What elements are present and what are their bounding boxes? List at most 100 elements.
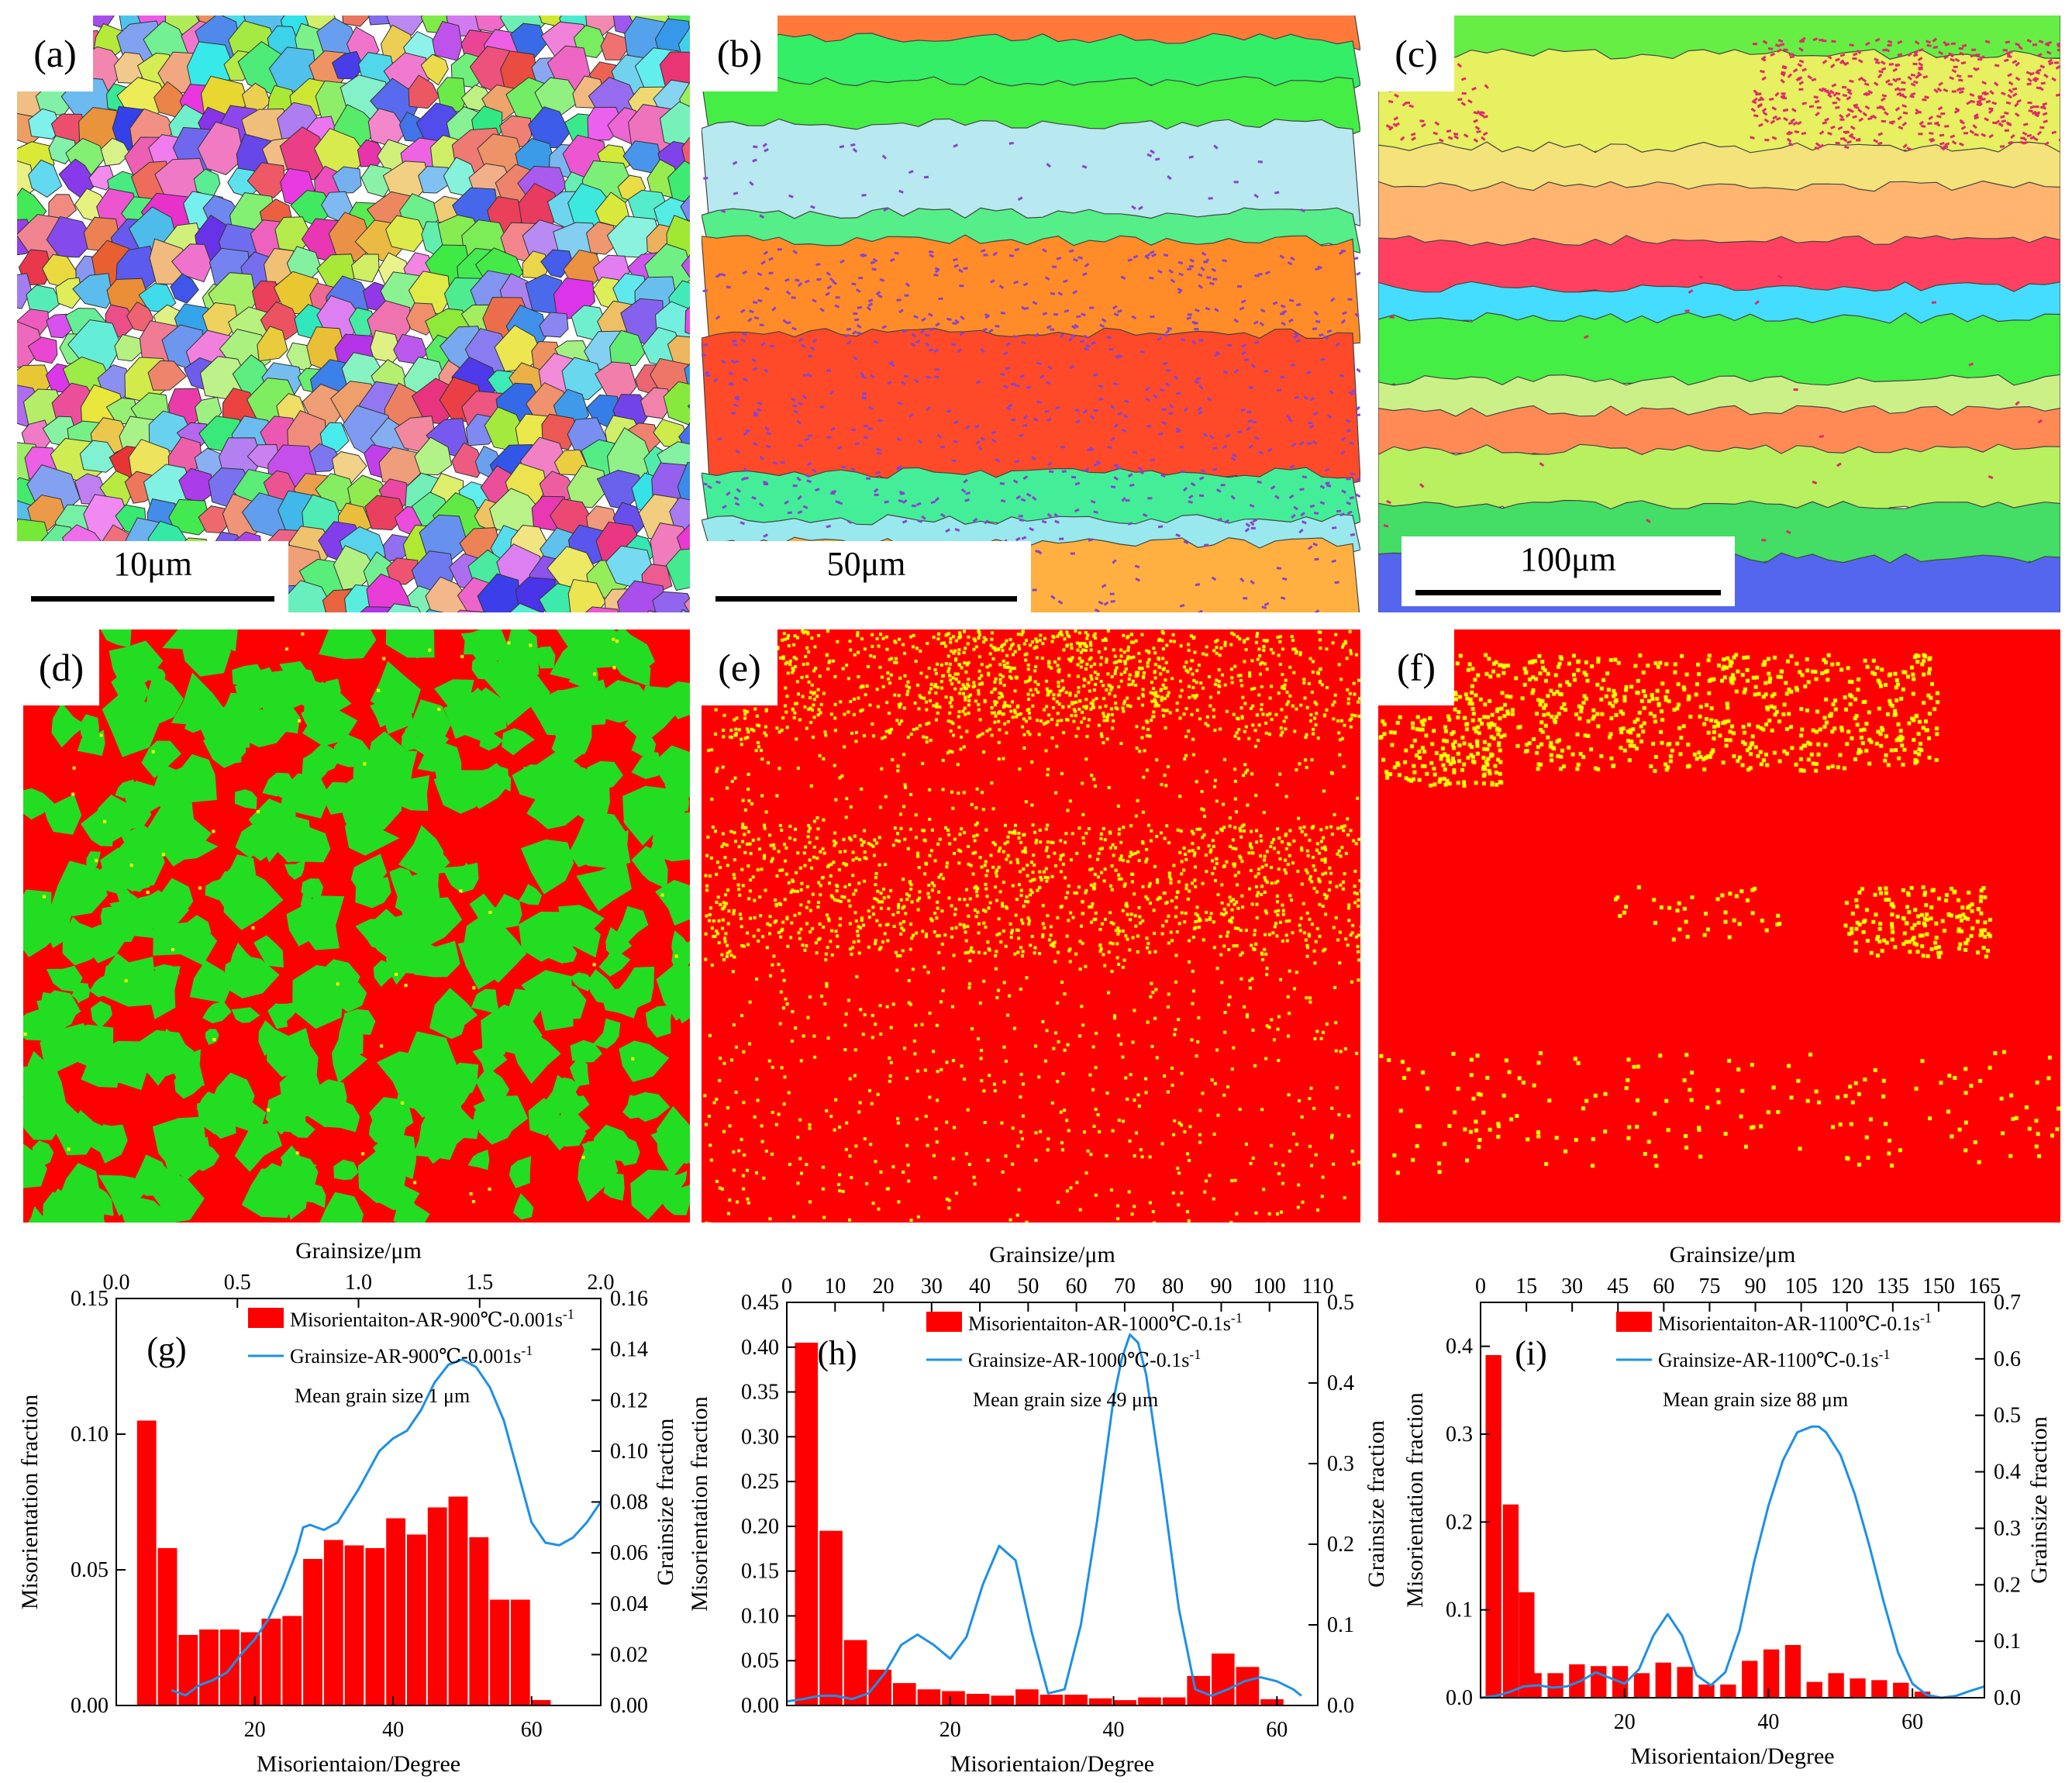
subgrain-dot [871, 267, 877, 271]
substructured-pixel [907, 979, 911, 982]
subgrain-dot [1929, 132, 1934, 135]
subgrain-dot [1791, 108, 1797, 112]
substructured-pixel [1144, 895, 1148, 898]
subgrain-dot [1972, 124, 1977, 129]
subgrain-dot [1801, 67, 1808, 72]
subgrain-dot [1265, 271, 1270, 275]
recrystallized-region [234, 789, 257, 809]
substructured-pixel [1198, 664, 1201, 667]
subgrain-dot [1274, 495, 1280, 500]
subgrain-dot [2015, 401, 2020, 406]
subgrain-dot [1762, 40, 1768, 45]
substructured-pixel [1217, 668, 1221, 671]
substructured-pixel [1028, 919, 1031, 923]
subgrain-dot [2033, 77, 2039, 81]
substructured-pixel [1038, 952, 1042, 956]
subgrain-dot [830, 426, 836, 432]
substructured-pixel [1337, 663, 1341, 667]
substructured-pixel [784, 704, 787, 708]
subgrain-dot [752, 158, 757, 163]
substructured-pixel [994, 967, 998, 971]
substructured-pixel [808, 840, 812, 844]
subgrain-dot [766, 444, 771, 449]
substructured-pixel [1165, 824, 1169, 828]
substructured-pixel [840, 774, 844, 778]
substructured-pixel [1295, 971, 1298, 974]
subgrain-dot [788, 194, 794, 198]
substructured-pixel [791, 1010, 795, 1013]
subgrain-dot [1253, 193, 1259, 198]
substructured-pixel [763, 823, 766, 827]
substructured-pixel [869, 843, 873, 847]
substructured-pixel [1065, 1189, 1069, 1193]
substructured-pixel [857, 675, 860, 678]
substructured-pixel [901, 949, 905, 953]
substructured-pixel [1018, 883, 1021, 887]
substructured-pixel [1166, 765, 1170, 769]
substructured-pixel [437, 708, 441, 711]
subgrain-dot [1471, 86, 1477, 91]
substructured-pixel [1350, 980, 1353, 984]
subgrain-dot [1798, 88, 1804, 91]
substructured-pixel [1124, 667, 1128, 671]
substructured-pixel [735, 716, 739, 720]
substructured-pixel [1153, 1016, 1157, 1020]
substructured-pixel [1131, 936, 1135, 940]
substructured-pixel [1136, 850, 1140, 854]
substructured-pixel [863, 856, 867, 860]
substructured-pixel [1233, 902, 1236, 906]
substructured-pixel [1353, 692, 1357, 696]
subgrain-dot [839, 145, 845, 149]
subgrain-dot [853, 356, 858, 361]
substructured-pixel [1184, 887, 1188, 891]
substructured-pixel [1097, 723, 1101, 727]
ipf-map-c: (c) 100μm [1378, 16, 2060, 612]
substructured-pixel [997, 917, 1001, 921]
grain [426, 609, 444, 612]
subgrain-dot [812, 468, 817, 474]
subgrain-dot [2027, 102, 2032, 105]
substructured-pixel [897, 905, 900, 909]
substructured-pixel [1272, 837, 1276, 841]
substructured-pixel [1251, 1157, 1255, 1160]
subgrain-dot [1145, 397, 1151, 402]
substructured-pixel [1046, 773, 1050, 777]
substructured-pixel [974, 806, 978, 809]
grain [247, 162, 287, 198]
substructured-pixel [1178, 716, 1182, 720]
substructured-pixel [1233, 926, 1237, 930]
substructured-pixel [1089, 1153, 1093, 1157]
substructured-pixel [1307, 681, 1311, 685]
substructured-pixel [1317, 877, 1321, 881]
subgrain-dot [984, 519, 989, 525]
grain [425, 576, 474, 612]
subgrain-dot [1230, 456, 1236, 461]
substructured-pixel [756, 741, 760, 744]
substructured-pixel [1019, 712, 1022, 716]
substructured-pixel [1002, 881, 1005, 885]
substructured-pixel [726, 888, 730, 892]
substructured-pixel [1288, 665, 1292, 669]
substructured-pixel [794, 702, 797, 705]
subgrain-dot [1882, 48, 1888, 52]
substructured-pixel [1186, 897, 1190, 901]
substructured-pixel [906, 689, 910, 693]
substructured-pixel [784, 710, 788, 714]
subgrain-dot [1340, 250, 1346, 253]
recrystallized-region [385, 946, 418, 985]
substructured-pixel [777, 730, 781, 734]
substructured-pixel [1350, 713, 1354, 717]
subgrain-dot [736, 488, 741, 493]
substructured-pixel [1233, 874, 1237, 878]
substructured-pixel [928, 817, 932, 821]
substructured-pixel [765, 946, 769, 950]
substructured-pixel [1332, 700, 1336, 704]
subgrain-dot [729, 382, 734, 386]
substructured-pixel [1044, 749, 1048, 753]
substructured-pixel [1269, 845, 1273, 848]
substructured-pixel [814, 667, 818, 670]
subgrain-dot [1250, 526, 1256, 530]
substructured-pixel [890, 727, 894, 731]
substructured-pixel [1205, 918, 1208, 922]
substructured-pixel [1188, 1159, 1191, 1162]
